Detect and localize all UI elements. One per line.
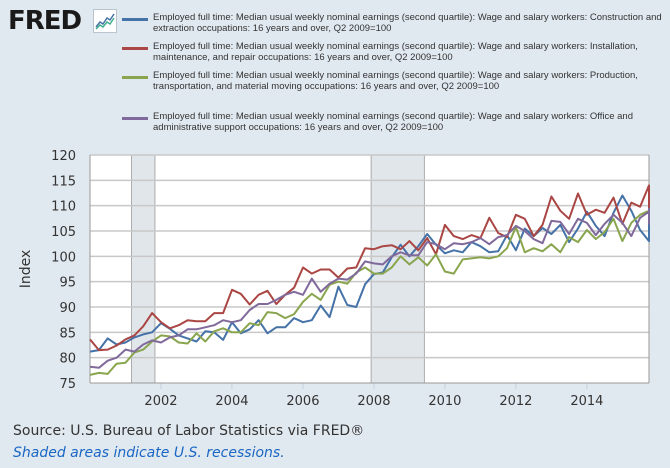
legend-label: Employed full time: Median usual weekly …: [153, 111, 633, 133]
y-tick-label: 110: [51, 200, 76, 215]
series-line-1[interactable]: [89, 184, 650, 352]
recession-band: [370, 154, 425, 384]
x-tick-label: 2004: [215, 394, 248, 409]
y-tick-label: 75: [59, 377, 76, 392]
source-text: Source: U.S. Bureau of Labor Statistics …: [13, 423, 365, 439]
fred-logo: FRED: [8, 6, 82, 36]
x-tick-label: 2002: [144, 394, 177, 409]
x-tick-label: 2014: [570, 394, 603, 409]
legend-swatch: [122, 18, 148, 21]
legend-label: Employed full time: Median usual weekly …: [153, 12, 662, 34]
plot-area: [90, 155, 649, 383]
y-tick-label: 100: [51, 250, 76, 265]
chart-line-icon: [93, 9, 117, 33]
y-tick-label: 90: [59, 301, 76, 316]
legend-swatch: [122, 117, 148, 120]
legend-swatch: [122, 47, 148, 50]
recession-note-link[interactable]: Shaded areas indicate U.S. recessions.: [13, 445, 285, 461]
x-tick-label: 2012: [499, 394, 532, 409]
legend-label: Employed full time: Median usual weekly …: [153, 70, 638, 92]
y-tick-label: 120: [51, 149, 76, 164]
y-tick-label: 85: [59, 326, 76, 341]
y-tick-label: 80: [59, 352, 76, 367]
x-tick-label: 2010: [428, 394, 461, 409]
series-line-2[interactable]: [89, 208, 650, 376]
legend-swatch: [122, 76, 148, 79]
x-tick-label: 2008: [357, 394, 390, 409]
y-axis-label: Index: [18, 250, 34, 289]
x-tick-label: 2006: [286, 394, 319, 409]
y-tick-label: 115: [51, 174, 76, 189]
y-tick-label: 95: [59, 276, 76, 291]
y-tick-label: 105: [51, 225, 76, 240]
legend-label: Employed full time: Median usual weekly …: [153, 41, 638, 63]
series-line-3[interactable]: [89, 207, 650, 369]
